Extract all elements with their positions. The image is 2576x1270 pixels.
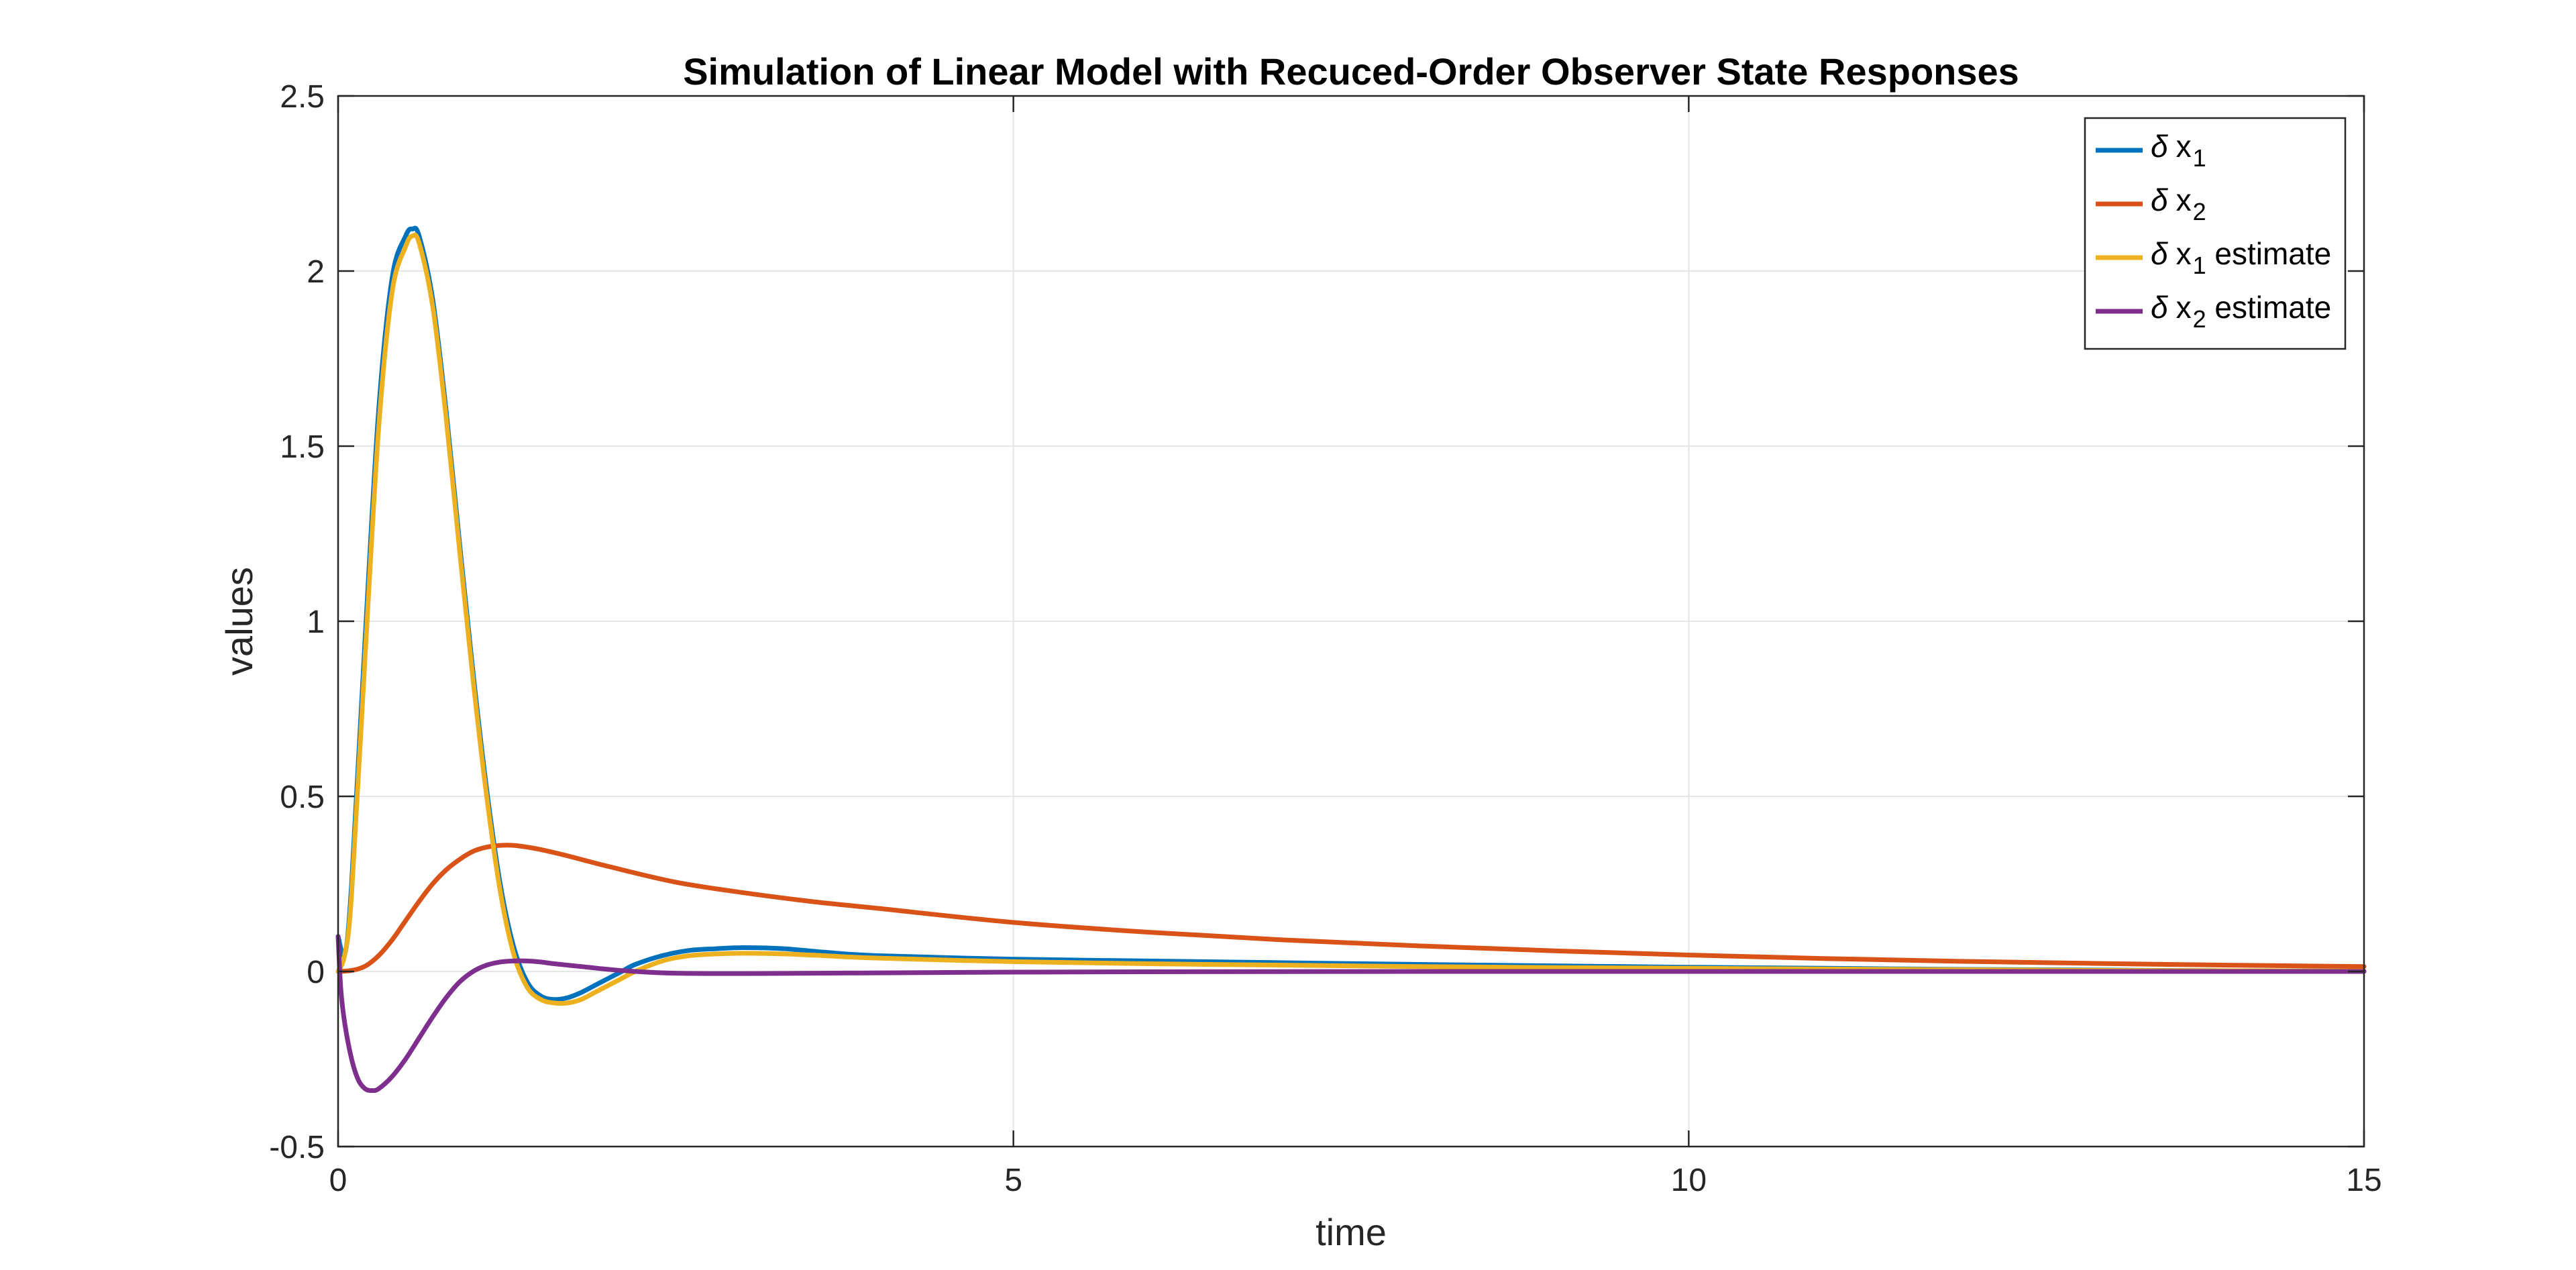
ticks: 0 5 10 15-0.500.511.522.5	[269, 79, 2381, 1198]
y-tick-label: -0.5	[269, 1130, 325, 1165]
x-tick-label: 0	[329, 1163, 347, 1198]
y-tick-label: 1.5	[280, 429, 325, 465]
legend-label-4: δ x2 estimate	[2151, 290, 2331, 333]
x-tick-label: 15	[2346, 1163, 2381, 1198]
y-tick-label: 2.5	[280, 79, 325, 115]
series-line-4	[335, 934, 2367, 1094]
y-tick-label: 0.5	[280, 780, 325, 815]
series-line-3	[335, 232, 2367, 1006]
series-line-2	[335, 843, 2367, 974]
chart-title: Simulation of Linear Model with Recuced-…	[683, 50, 2019, 93]
x-tick-label: 5	[1004, 1163, 1022, 1198]
y-tick-label: 0	[307, 955, 325, 990]
legend-label-1: δ x1	[2151, 129, 2206, 172]
y-tick-label: 2	[307, 254, 325, 290]
legend-label-2: δ x2	[2151, 182, 2206, 225]
x-tick-label: 10	[1671, 1163, 1707, 1198]
series-group	[335, 225, 2367, 1094]
x-axis-label: time	[1316, 1211, 1387, 1253]
y-axis-label: values	[218, 567, 260, 676]
y-tick-label: 1	[307, 604, 325, 640]
legend: δ x1 δ x2 δ x1 estimate δ x2 estimate	[2084, 117, 2347, 350]
legend-label-3: δ x1 estimate	[2151, 236, 2331, 279]
